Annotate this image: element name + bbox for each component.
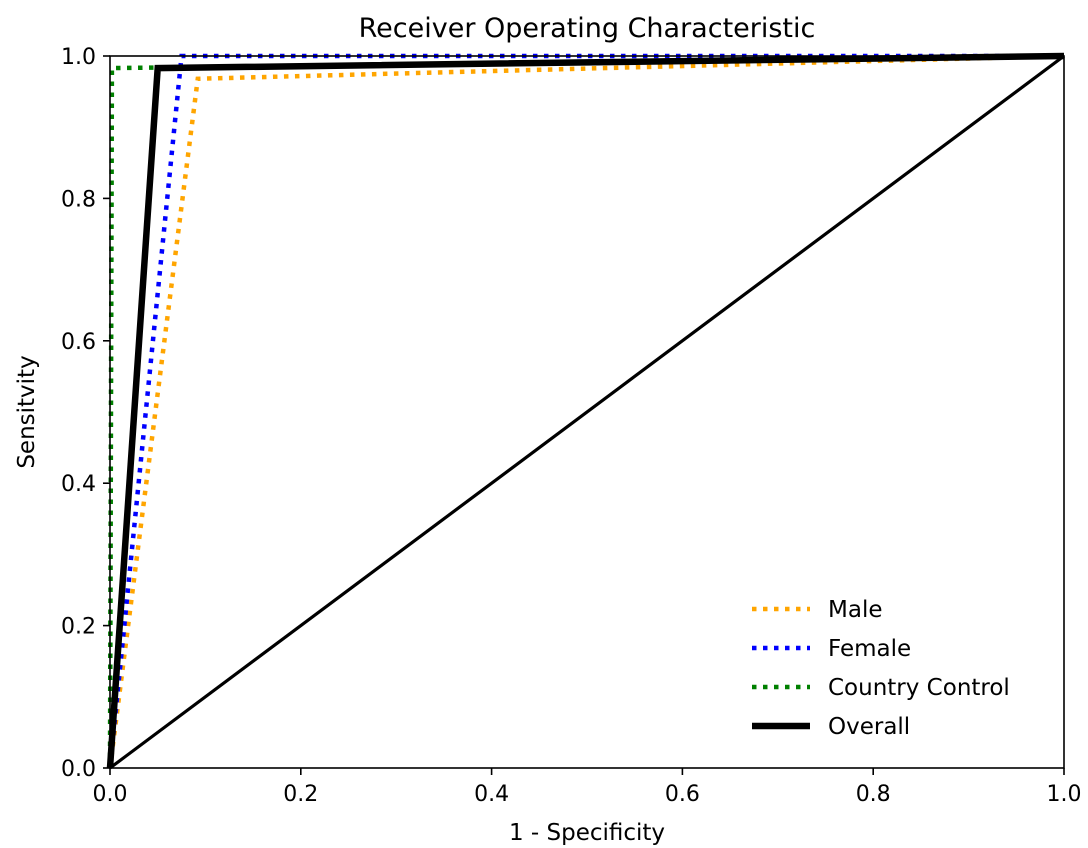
plot-frame: [109, 55, 1065, 769]
chart-title: Receiver Operating Characteristic: [359, 13, 816, 44]
y-axis-label: Sensitvity: [14, 355, 40, 468]
x-tick-label: 0.8: [856, 782, 891, 807]
legend-label-male: Male: [828, 597, 882, 623]
x-axis-label: 1 - Specificity: [509, 820, 665, 846]
x-tick-label: 0.2: [283, 782, 318, 807]
series-line-overall: [106, 52, 1065, 769]
axis-ticks: 0.0 0.2 0.4 0.6 0.8 1.0 0.0 0.2 0.4 0.6 0.8 1.0: [61, 45, 1082, 807]
y-tick-label: 0.0: [61, 757, 96, 782]
y-tick-label: 0.8: [61, 187, 96, 212]
x-tick-label: 0.0: [93, 782, 128, 807]
x-tick-label: 0.6: [665, 782, 700, 807]
legend-label-country-control: Country Control: [828, 675, 1010, 701]
plot-lines: [106, 52, 1065, 770]
y-tick-label: 1.0: [61, 45, 96, 70]
legend-label-overall: Overall: [828, 714, 910, 740]
legend-label-female: Female: [828, 636, 911, 662]
y-tick-label: 0.6: [61, 330, 96, 355]
series-line-male: [107, 53, 1065, 769]
x-tick-label: 0.4: [474, 782, 509, 807]
y-tick-label: 0.2: [61, 615, 96, 640]
y-tick-label: 0.4: [61, 472, 96, 497]
legend: Male Female Country Control Overall: [752, 597, 1010, 740]
chance-diagonal-line: [109, 54, 1065, 770]
x-tick-label: 1.0: [1047, 782, 1082, 807]
